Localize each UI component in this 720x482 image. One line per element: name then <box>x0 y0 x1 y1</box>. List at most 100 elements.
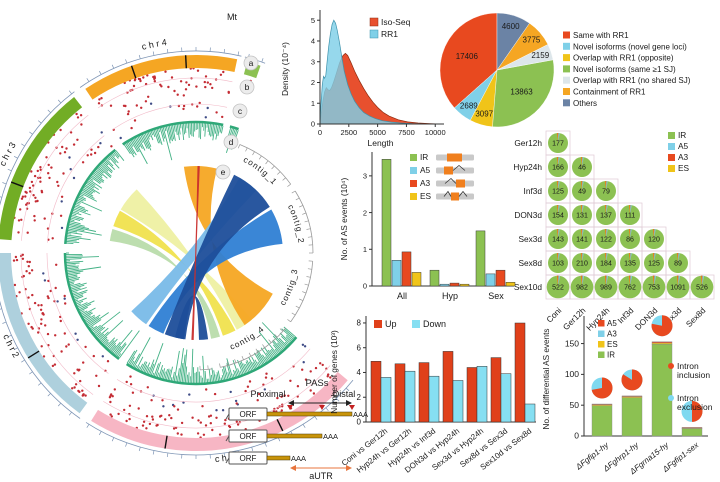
matrix-row-label: DON3d <box>514 210 542 220</box>
diffas-stack-A5 <box>621 395 643 397</box>
chromosome-band-chr3 <box>0 97 83 241</box>
matrix-value: 137 <box>600 213 612 220</box>
track-label-circle-e <box>215 164 231 180</box>
asevents-legend-swatch <box>410 193 417 200</box>
intron-legend-label: inclusion <box>677 370 710 380</box>
matrix-legend-label: A5 <box>678 141 689 151</box>
asevents-bar-IR <box>429 269 440 287</box>
diffas-stack-A5 <box>681 427 703 429</box>
diffas-stack-IR <box>651 344 673 437</box>
diffas-stack-ES <box>651 342 673 345</box>
deg-bar-down <box>524 403 536 423</box>
svg-text:7500: 7500 <box>398 128 415 137</box>
matrix-value: 79 <box>602 189 610 196</box>
deg-legend-swatch <box>374 320 382 328</box>
pie-legend-swatch <box>563 76 570 84</box>
pie-value: 4600 <box>502 22 520 31</box>
deg-legend-label: Down <box>423 319 446 329</box>
intron-legend-label: exclusion <box>677 402 713 412</box>
density-ylabel: Density (10⁻⁴) <box>280 42 290 96</box>
length-density-chart: 0 1 2 3 4 5 0 2500 5000 7500 10000 Length Density (1… <box>280 10 446 148</box>
diffas-legend-swatch <box>598 341 605 348</box>
as-events-bar-chart: 0 1 2 3 All Hyp Sex No. of AS events (10⁴) IR A5 A… <box>339 152 516 301</box>
diffas-ylabel: No. of differential AS events <box>542 329 551 430</box>
autr-label: aUTR <box>309 471 333 481</box>
deg-bar-up <box>514 322 526 423</box>
svg-text:150: 150 <box>565 338 579 348</box>
deg-bar-down <box>404 370 416 423</box>
scatter-track-c <box>42 93 307 412</box>
track-label-circle-b <box>239 79 255 95</box>
asevents-bar-ES <box>505 282 516 287</box>
chr-axis-chr1 <box>85 379 354 456</box>
track-label-circle-a <box>243 55 259 71</box>
chromosome-label-chr4: chr4 <box>141 37 170 52</box>
deg-bar-up <box>394 363 406 423</box>
pie-value: 2159 <box>531 51 549 60</box>
asevents-legend-swatch <box>410 154 417 161</box>
svg-text:0: 0 <box>574 431 579 441</box>
pas-site-marker <box>319 405 325 410</box>
differential-as-chart: 050100150ΔFgfip1-hyΔFghrp1-hyΔFgrna15-hy… <box>542 315 713 477</box>
polya-label: AAA <box>323 432 338 441</box>
asevents-bar-A5 <box>439 283 450 287</box>
legend-label-RR1: RR1 <box>381 29 398 39</box>
svg-text:8: 8 <box>357 319 362 328</box>
chromosome-band-chr1 <box>91 371 348 452</box>
contig-axis <box>220 327 286 368</box>
pie-legend-label: Novel isoforms (same ≥1 SJ) <box>573 65 676 74</box>
svg-text:2: 2 <box>363 208 367 217</box>
diffas-legend-label: IR <box>607 351 615 360</box>
orf-label: ORF <box>240 432 257 441</box>
deg-bar-down <box>476 366 488 423</box>
pas-title: PASs <box>305 378 328 389</box>
asevents-legend-label: ES <box>420 191 432 201</box>
matrix-value: 154 <box>552 213 564 220</box>
deg-bar-down <box>380 377 392 423</box>
intron-inclusion-slice <box>651 315 673 337</box>
diffas-stack-A5 <box>591 403 613 405</box>
svg-text:1: 1 <box>363 245 367 254</box>
synteny-ribbon <box>109 229 220 339</box>
density-xlabel: Length <box>368 138 394 148</box>
asevents-bar-A5 <box>391 260 402 287</box>
diffas-stack-IR <box>681 428 703 437</box>
svg-text:5000: 5000 <box>369 128 386 137</box>
diffas-legend-label: A3 <box>607 330 617 339</box>
asevents-bar-IR <box>475 230 486 287</box>
diffas-legend-swatch <box>598 351 605 358</box>
utr-line <box>266 455 291 461</box>
svg-text:4: 4 <box>311 37 315 46</box>
deg-bar-up <box>466 367 478 423</box>
matrix-value: 166 <box>552 165 564 172</box>
pie-legend-swatch <box>563 88 570 95</box>
pie-legend-swatch <box>563 54 570 62</box>
pie-legend-swatch <box>563 99 570 107</box>
track-label-circle-c <box>232 103 248 119</box>
asevents-bar-A5 <box>485 273 496 287</box>
diffas-legend-label: ES <box>607 340 618 349</box>
asevents-legend-label: IR <box>420 152 428 162</box>
synteny-ribbon <box>175 295 209 340</box>
matrix-legend-swatch <box>668 154 675 161</box>
asevents-legend-label: A5 <box>420 165 431 175</box>
pie-legend-swatch <box>563 42 570 50</box>
pie-slice <box>439 12 498 109</box>
matrix-value: 120 <box>648 237 660 244</box>
pas-distal-label: Distal <box>333 389 356 399</box>
matrix-value: 753 <box>648 285 660 292</box>
matrix-legend-swatch <box>668 132 675 139</box>
contig-label-contig_1: contig_1 <box>242 154 280 187</box>
orf-label: ORF <box>240 410 257 419</box>
svg-text:100: 100 <box>565 369 579 379</box>
matrix-value: 111 <box>625 213 636 220</box>
matrix-value: 982 <box>576 285 588 292</box>
deg-legend-swatch <box>412 320 420 328</box>
matrix-row-label: Sex10d <box>514 282 543 292</box>
deg-bar-down <box>452 380 464 423</box>
chr-axis-chr3 <box>0 91 75 207</box>
contig-axis <box>200 368 213 371</box>
matrix-legend-swatch <box>668 165 675 172</box>
